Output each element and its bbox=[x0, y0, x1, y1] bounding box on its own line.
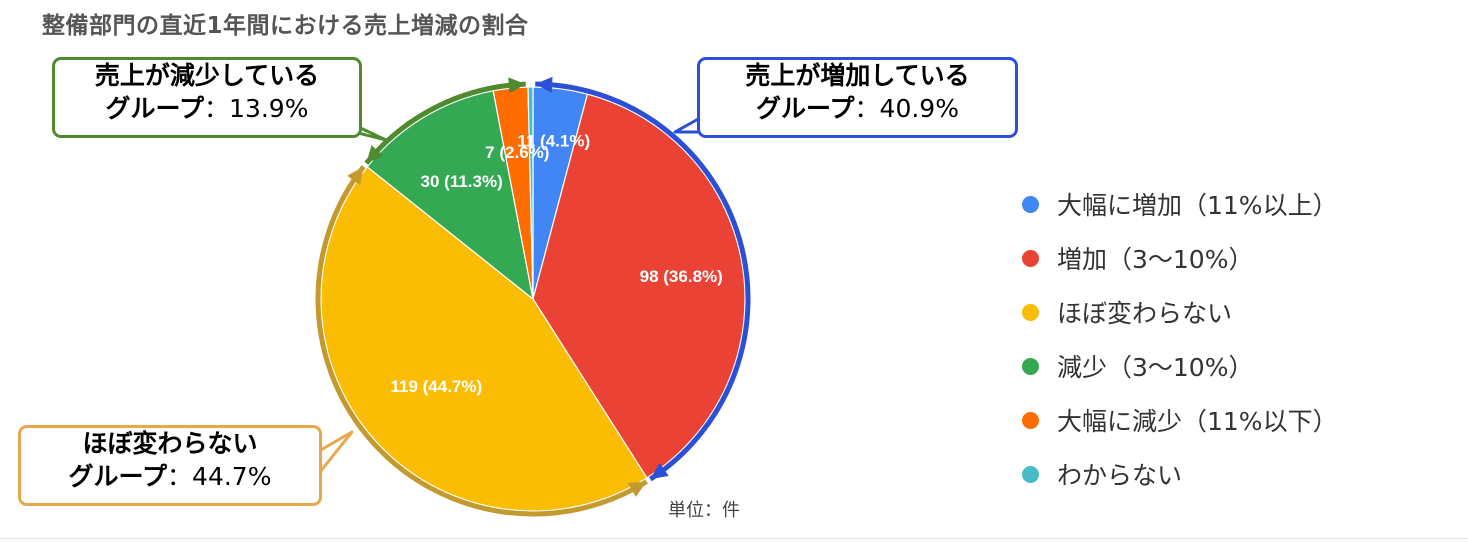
legend-swatch bbox=[1022, 195, 1039, 213]
callout-increase-percent: ：40.9% bbox=[854, 93, 959, 123]
callout-decrease-percent: ：13.9% bbox=[204, 93, 309, 123]
group-arc-decrease-arrowhead bbox=[508, 77, 526, 94]
legend-item: わからない bbox=[1022, 447, 1338, 501]
legend-item: 減少（3〜10%） bbox=[1022, 339, 1338, 393]
slice-unknown bbox=[527, 86, 534, 300]
legend-swatch bbox=[1022, 249, 1039, 267]
callout-increase-group: 売上が増加している グループ：40.9% bbox=[697, 57, 1018, 138]
callout-increase-group-label: グループ bbox=[756, 93, 855, 123]
group-arc-increase-arrowhead bbox=[535, 76, 553, 93]
group-arc-decrease bbox=[364, 81, 526, 165]
group-arc-increase-arrowhead bbox=[650, 462, 669, 480]
callout-nochange-percent: ：44.7% bbox=[167, 461, 272, 491]
label-increase: 98 (36.8%) bbox=[640, 267, 723, 286]
legend-label: ほぼ変わらない bbox=[1057, 299, 1233, 328]
label-large-decrease: 7 (2.6%) bbox=[485, 143, 549, 162]
label-no-change: 119 (44.7%) bbox=[390, 377, 482, 396]
legend-swatch bbox=[1022, 303, 1039, 321]
label-large-increase: 11 (4.1%) bbox=[517, 131, 590, 150]
chart-title: 整備部門の直近1年間における売上増減の割合 bbox=[42, 13, 529, 39]
legend-label: 減少（3〜10%） bbox=[1057, 353, 1254, 382]
group-arc-increase bbox=[535, 81, 751, 482]
legend-swatch bbox=[1022, 357, 1039, 375]
group-arc-no-change bbox=[315, 165, 648, 517]
legend-label: 増加（3〜10%） bbox=[1057, 245, 1254, 274]
callout-decrease-group: 売上が減少している グループ：13.9% bbox=[52, 57, 362, 138]
legend-label: 大幅に増加（11%以上） bbox=[1057, 191, 1338, 220]
group-arc-no-change-arrowhead bbox=[627, 481, 647, 497]
legend-item: 大幅に増加（11%以上） bbox=[1022, 177, 1338, 231]
callout-increase-line1: 売上が増加している bbox=[745, 61, 970, 90]
legend-item: ほぼ変わらない bbox=[1022, 285, 1338, 339]
bottom-divider bbox=[0, 538, 1468, 539]
callout-nochange-group: ほぼ変わらない グループ：44.7% bbox=[18, 425, 322, 506]
callout-nochange-group-label: グループ bbox=[68, 461, 168, 491]
slice-no-change bbox=[320, 165, 648, 512]
legend-item: 増加（3〜10%） bbox=[1022, 231, 1338, 285]
chart-legend: 大幅に増加（11%以上） 増加（3〜10%） ほぼ変わらない 減少（3〜10%） 大幅に… bbox=[1022, 177, 1338, 501]
group-arc-no-change-arrowhead bbox=[347, 166, 364, 186]
callout-decrease-group-label: グループ bbox=[105, 93, 205, 123]
unit-label: 単位：件 bbox=[668, 500, 740, 521]
label-decrease: 30 (11.3%) bbox=[421, 172, 503, 191]
callout-decrease-line1: 売上が減少している bbox=[94, 61, 320, 90]
legend-label: わからない bbox=[1057, 461, 1183, 490]
callout-nochange-line1: ほぼ変わらない bbox=[82, 429, 258, 458]
group-arc-decrease-arrowhead bbox=[366, 145, 384, 164]
legend-item: 大幅に減少（11%以下） bbox=[1022, 393, 1338, 447]
legend-swatch bbox=[1022, 411, 1039, 429]
legend-label: 大幅に減少（11%以下） bbox=[1057, 407, 1338, 436]
legend-swatch bbox=[1022, 465, 1039, 483]
